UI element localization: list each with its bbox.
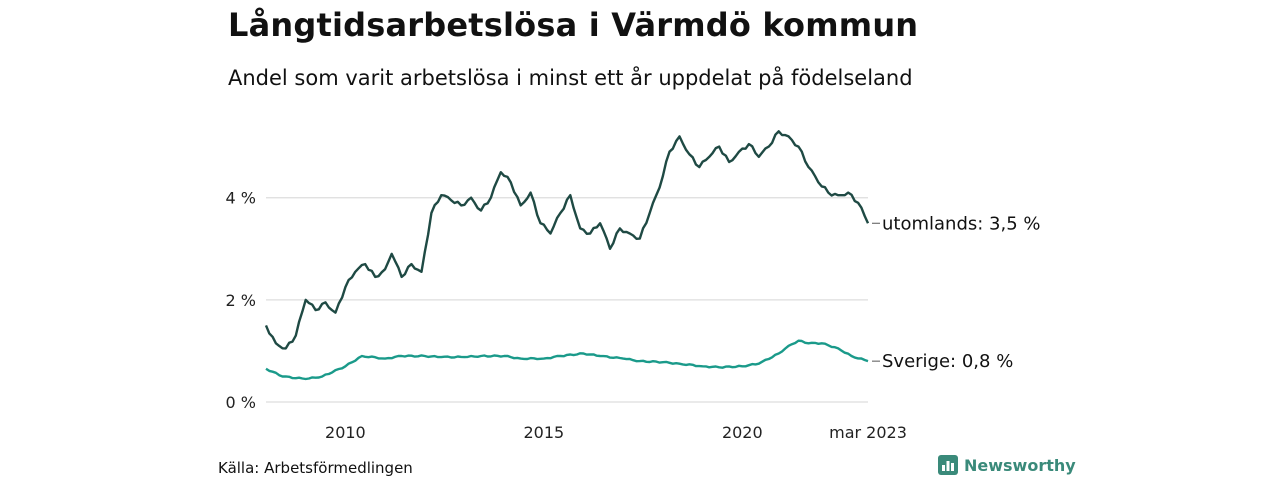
x-tick-label: mar 2023 (829, 423, 907, 442)
brand-name: Newsworthy (964, 455, 1076, 475)
y-tick-label: 2 % (226, 291, 256, 310)
y-tick-label: 0 % (226, 393, 256, 412)
bar-chart-logo-icon (938, 455, 958, 475)
y-axis: 0 % 2 % 4 % (226, 189, 256, 412)
brand: Newsworthy (938, 455, 1076, 475)
series-line-utomlands (264, 130, 870, 350)
series-lines (264, 130, 870, 381)
chart-title: Långtidsarbetslösa i Värmdö kommun (228, 6, 919, 44)
x-tick-label: 2020 (722, 423, 763, 442)
end-labels: utomlands: 3,5 % Sverige: 0,8 % (872, 213, 1041, 372)
end-label-utomlands: utomlands: 3,5 % (882, 213, 1041, 234)
x-tick-label: 2010 (325, 423, 366, 442)
x-axis: 2010 2015 2020 mar 2023 (325, 423, 907, 442)
source-note: Källa: Arbetsförmedlingen (218, 459, 413, 477)
x-tick-label: 2015 (523, 423, 564, 442)
y-tick-label: 4 % (226, 189, 256, 208)
grid-lines (266, 197, 868, 403)
end-label-sverige: Sverige: 0,8 % (882, 351, 1013, 372)
chart-subtitle: Andel som varit arbetslösa i minst ett å… (228, 66, 913, 90)
series-line-sverige (265, 339, 869, 381)
